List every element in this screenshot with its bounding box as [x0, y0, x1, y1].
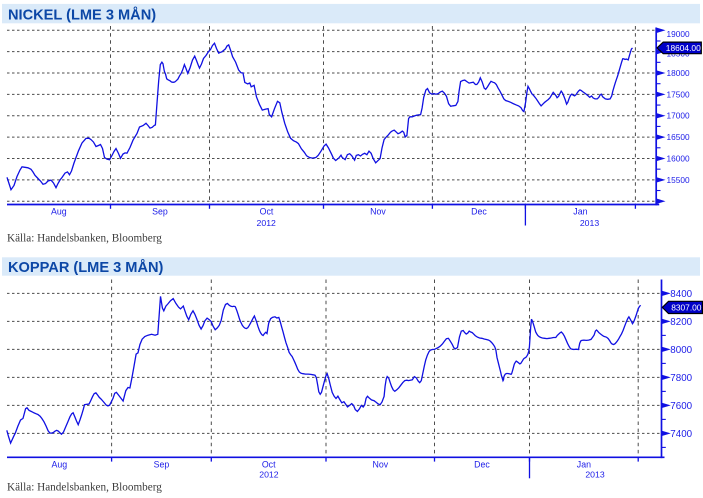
- svg-text:Källa: Handelsbanken, Bloomber: Källa: Handelsbanken, Bloomberg: [7, 482, 162, 494]
- svg-text:NICKEL (LME 3 MÅN): NICKEL (LME 3 MÅN): [8, 7, 156, 24]
- svg-text:Jan: Jan: [573, 206, 587, 216]
- svg-text:16500: 16500: [667, 132, 690, 142]
- svg-text:8000: 8000: [670, 345, 692, 356]
- svg-text:Dec: Dec: [474, 459, 490, 469]
- svg-text:2012: 2012: [257, 218, 276, 228]
- svg-text:18604.00: 18604.00: [666, 43, 701, 53]
- svg-text:Jan: Jan: [577, 459, 591, 469]
- svg-text:Sep: Sep: [152, 206, 168, 216]
- svg-text:Oct: Oct: [262, 459, 276, 469]
- svg-text:Oct: Oct: [260, 206, 274, 216]
- svg-text:Dec: Dec: [471, 206, 487, 216]
- svg-text:8200: 8200: [670, 317, 692, 328]
- svg-text:7600: 7600: [670, 401, 692, 412]
- svg-text:Nov: Nov: [372, 459, 388, 469]
- svg-text:15500: 15500: [667, 175, 690, 185]
- svg-text:2012: 2012: [259, 470, 278, 480]
- svg-text:17500: 17500: [667, 89, 690, 99]
- svg-text:16000: 16000: [667, 153, 690, 163]
- svg-text:17000: 17000: [667, 111, 690, 121]
- svg-text:Sep: Sep: [154, 459, 170, 469]
- svg-text:Aug: Aug: [51, 206, 67, 216]
- svg-text:7800: 7800: [670, 373, 692, 384]
- svg-text:KOPPAR (LME 3 MÅN): KOPPAR (LME 3 MÅN): [8, 259, 164, 276]
- svg-text:18000: 18000: [667, 68, 690, 78]
- svg-text:7400: 7400: [670, 429, 692, 440]
- svg-text:8307.00: 8307.00: [671, 302, 702, 312]
- svg-text:2013: 2013: [585, 470, 604, 480]
- svg-text:8400: 8400: [670, 289, 692, 300]
- svg-text:2013: 2013: [580, 218, 599, 228]
- svg-text:19000: 19000: [667, 29, 690, 39]
- svg-text:Källa: Handelsbanken, Bloomber: Källa: Handelsbanken, Bloomberg: [7, 233, 162, 245]
- svg-text:Aug: Aug: [51, 459, 67, 469]
- svg-text:Nov: Nov: [370, 206, 386, 216]
